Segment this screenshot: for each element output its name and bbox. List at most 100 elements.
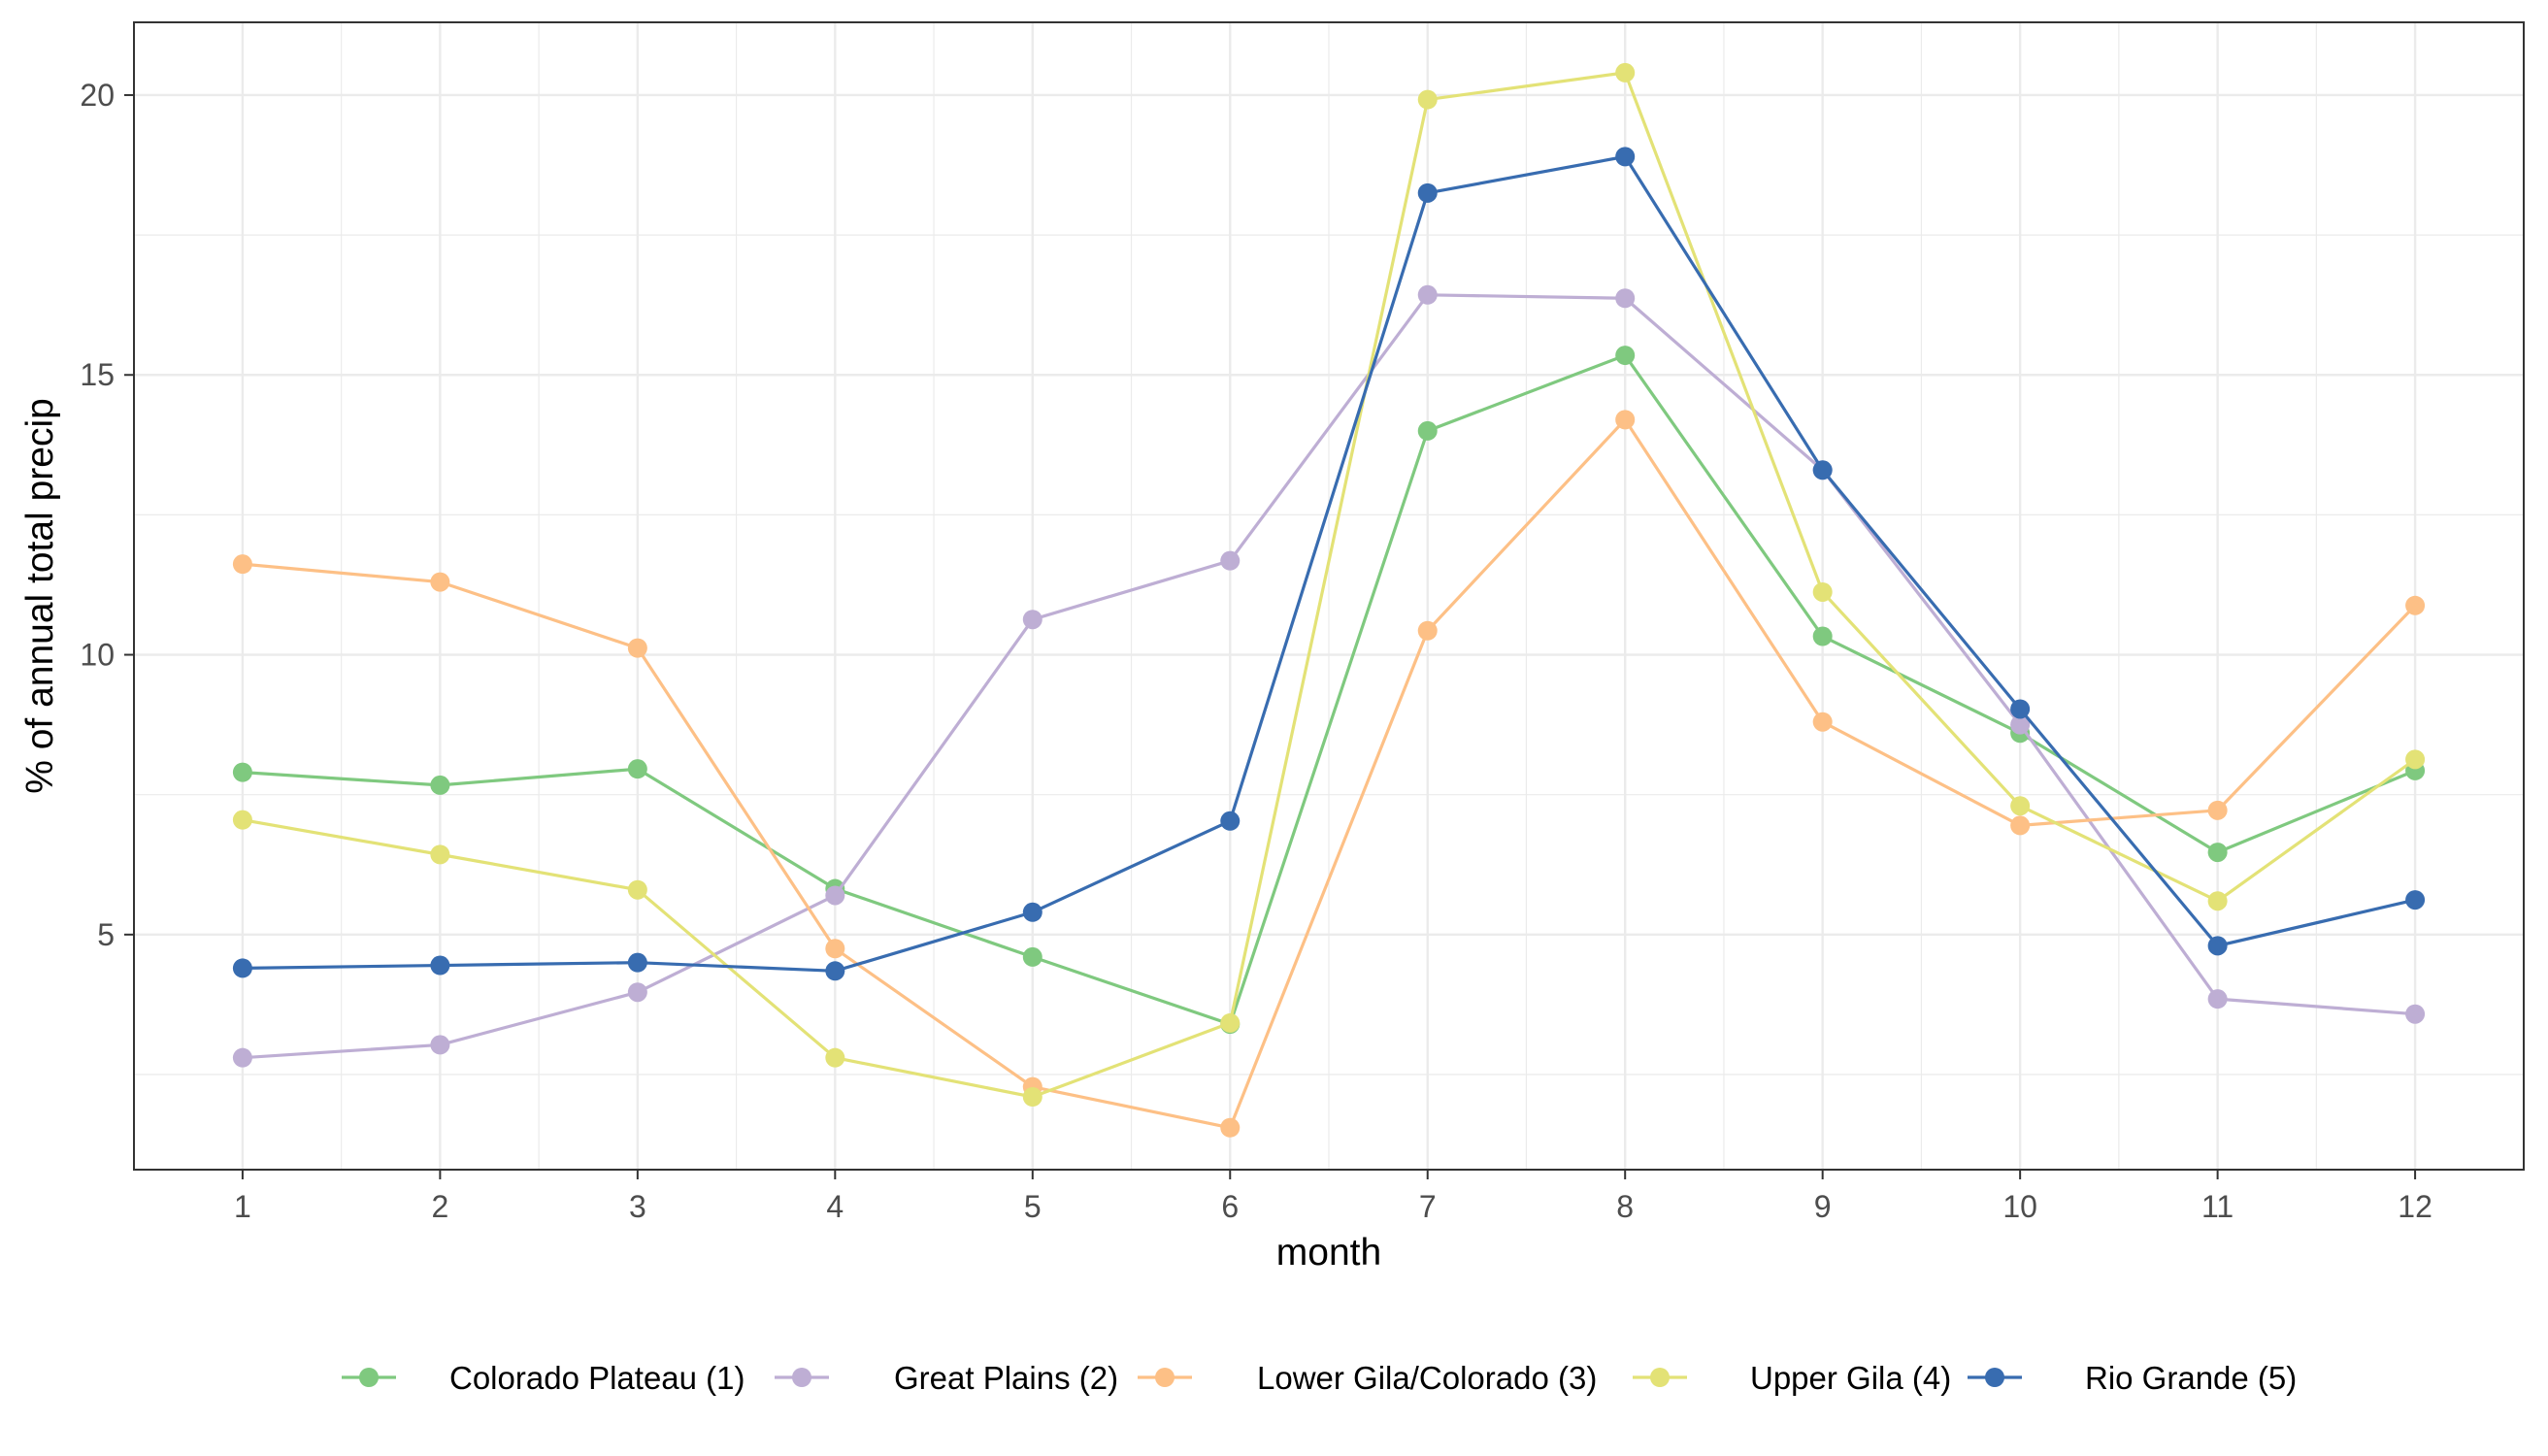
data-point: [1615, 288, 1636, 309]
data-point: [232, 958, 252, 978]
data-point: [430, 955, 450, 976]
y-tick-label: 5: [97, 917, 115, 952]
legend-item: Colorado Plateau (1): [342, 1360, 745, 1396]
y-tick-label: 15: [80, 357, 115, 392]
legend-key-point: [1155, 1368, 1175, 1387]
x-tick-label: 4: [826, 1189, 844, 1224]
data-point: [1417, 284, 1438, 305]
x-tick-label: 9: [1814, 1189, 1832, 1224]
data-point: [430, 1035, 450, 1055]
data-point: [825, 885, 845, 906]
series-upper-gila-4: [232, 62, 2426, 1108]
data-point: [1812, 581, 1833, 602]
data-point: [2207, 989, 2228, 1009]
data-point: [627, 759, 647, 779]
data-point: [1022, 1087, 1042, 1108]
legend-label: Rio Grande (5): [2085, 1360, 2297, 1396]
data-point: [1417, 420, 1438, 441]
x-tick-label: 5: [1024, 1189, 1042, 1224]
data-point: [825, 939, 845, 959]
data-point: [1220, 550, 1241, 571]
data-point: [232, 810, 252, 830]
x-tick-label: 2: [431, 1189, 448, 1224]
y-tick-label: 10: [80, 638, 115, 673]
data-point: [1220, 1012, 1241, 1033]
data-point: [430, 572, 450, 592]
data-point: [1022, 610, 1042, 630]
panel-border: [133, 21, 2525, 1171]
legend-item: Great Plains (2): [775, 1360, 1118, 1396]
x-axis: 1 2 3 4 5 6 7 8 9 10 11 12: [234, 1170, 2432, 1224]
y-axis: 5 10 15 20: [80, 78, 134, 952]
legend-label: Lower Gila/Colorado (3): [1257, 1360, 1597, 1396]
data-point: [1615, 410, 1636, 430]
x-tick-label: 10: [2002, 1189, 2037, 1224]
data-point: [232, 1047, 252, 1068]
series-line: [242, 293, 2416, 1060]
series-rio-grande-5: [232, 147, 2426, 981]
data-point: [1615, 346, 1636, 366]
data-point: [2207, 843, 2228, 863]
legend-label: Great Plains (2): [894, 1360, 1118, 1396]
y-tick-label: 20: [80, 78, 115, 113]
x-tick-label: 3: [629, 1189, 646, 1224]
x-tick-label: 6: [1221, 1189, 1239, 1224]
data-point: [2010, 714, 2031, 735]
data-point: [1615, 147, 1636, 167]
data-point: [627, 879, 647, 900]
data-point: [1417, 89, 1438, 110]
data-point: [1812, 711, 1833, 732]
x-tick-label: 11: [2201, 1189, 2234, 1224]
data-point: [2010, 796, 2031, 816]
data-point: [232, 762, 252, 782]
minor-gridlines: [134, 22, 2524, 1170]
legend-key-point: [1650, 1368, 1670, 1387]
data-point: [1417, 182, 1438, 203]
legend-key-point: [1985, 1368, 2004, 1387]
x-tick-label: 1: [234, 1189, 251, 1224]
data-point: [430, 775, 450, 795]
legend-label: Upper Gila (4): [1750, 1360, 1951, 1396]
data-point: [627, 982, 647, 1003]
legend-key-point: [359, 1368, 379, 1387]
data-point: [2405, 890, 2426, 910]
series-line: [242, 71, 2417, 1099]
data-point: [1022, 902, 1042, 922]
legend-item: Upper Gila (4): [1633, 1360, 1951, 1396]
data-point: [2010, 815, 2031, 836]
legend-item: Rio Grande (5): [1968, 1360, 2297, 1396]
data-point: [1022, 946, 1042, 967]
data-point: [1812, 626, 1833, 646]
data-point: [2207, 891, 2228, 911]
series-line: [242, 353, 2416, 1026]
data-point: [1220, 811, 1241, 831]
data-point: [825, 961, 845, 981]
data-point: [1812, 460, 1833, 480]
series-layer: [232, 62, 2426, 1138]
data-point: [2405, 749, 2426, 770]
x-tick-label: 7: [1419, 1189, 1437, 1224]
y-axis-title: % of annual total precip: [19, 398, 61, 794]
legend-key-point: [792, 1368, 811, 1387]
x-tick-label: 8: [1616, 1189, 1634, 1224]
series-line: [242, 154, 2416, 973]
legend-item: Lower Gila/Colorado (3): [1138, 1360, 1597, 1396]
data-point: [627, 952, 647, 973]
data-point: [825, 1047, 845, 1068]
data-point: [232, 554, 252, 575]
legend: Colorado Plateau (1) Great Plains (2) Lowe…: [342, 1360, 2297, 1396]
data-point: [430, 844, 450, 865]
data-point: [1220, 1117, 1241, 1138]
data-point: [2207, 936, 2228, 956]
legend-label: Colorado Plateau (1): [449, 1360, 745, 1396]
data-point: [1615, 62, 1636, 83]
data-point: [627, 638, 647, 658]
data-point: [2405, 1004, 2426, 1024]
x-axis-title: month: [1276, 1232, 1381, 1274]
data-point: [2207, 800, 2228, 820]
data-point: [2405, 595, 2426, 615]
data-point: [2010, 699, 2031, 719]
x-tick-label: 12: [2398, 1189, 2432, 1224]
data-point: [1417, 620, 1438, 641]
